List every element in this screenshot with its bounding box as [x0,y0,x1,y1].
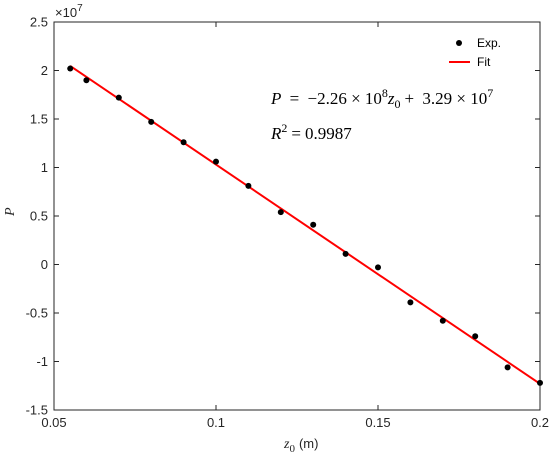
data-point-exp [213,158,219,165]
y-tick-label: 0 [41,257,48,272]
data-point-exp [83,77,90,84]
y-tick-label: 1.5 [30,112,48,127]
data-point-exp [180,139,187,146]
x-tick-label: 0.05 [41,415,66,430]
ticks-layer: 0.05 0.1 0.15 0.2 -1.5 -1 -0.5 0 0.5 1 1.5 2 2.5 [26,15,549,431]
data-point-exp [439,317,446,324]
data-point-exp [245,182,252,189]
x-tick-label: 0.1 [207,415,225,430]
data-point-exp [472,333,479,340]
legend: Exp. Fit [449,36,501,69]
data-point-exp [67,65,74,72]
y-tick-label: 0.5 [30,209,48,224]
data-layer [67,65,543,386]
fit-line [69,65,541,385]
y-axis-label: P [3,207,18,217]
y-exponent-label: ×107 [55,3,83,20]
x-tick-label: 0.2 [531,415,549,430]
legend-label-exp: Exp. [477,36,501,50]
data-point-exp [277,209,284,216]
y-tick-label: -0.5 [26,306,48,321]
y-tick-label: -1 [36,354,48,369]
legend-label-fit: Fit [477,55,491,69]
r-squared-annotation: R2 = 0.9987 [270,121,352,143]
data-point-exp [148,118,155,125]
y-tick-label: 2 [41,63,48,78]
fit-equation: P = −2.26 × 108z0 + 3.29 × 107 [270,86,493,111]
data-point-exp [537,379,543,386]
y-tick-label: 2.5 [30,15,48,30]
data-point-exp [375,264,381,271]
x-tick-label: 0.15 [365,415,390,430]
data-point-exp [342,250,349,257]
x-axis-label: z0 (m) [283,436,318,455]
y-tick-label: 1 [41,160,48,175]
legend-marker-exp [456,40,462,46]
data-point-exp [504,364,511,371]
data-point-exp [407,299,414,306]
data-point-exp [115,94,122,101]
y-tick-label: -1.5 [26,403,48,418]
plot-area-frame [53,21,541,411]
data-point-exp [310,221,317,228]
